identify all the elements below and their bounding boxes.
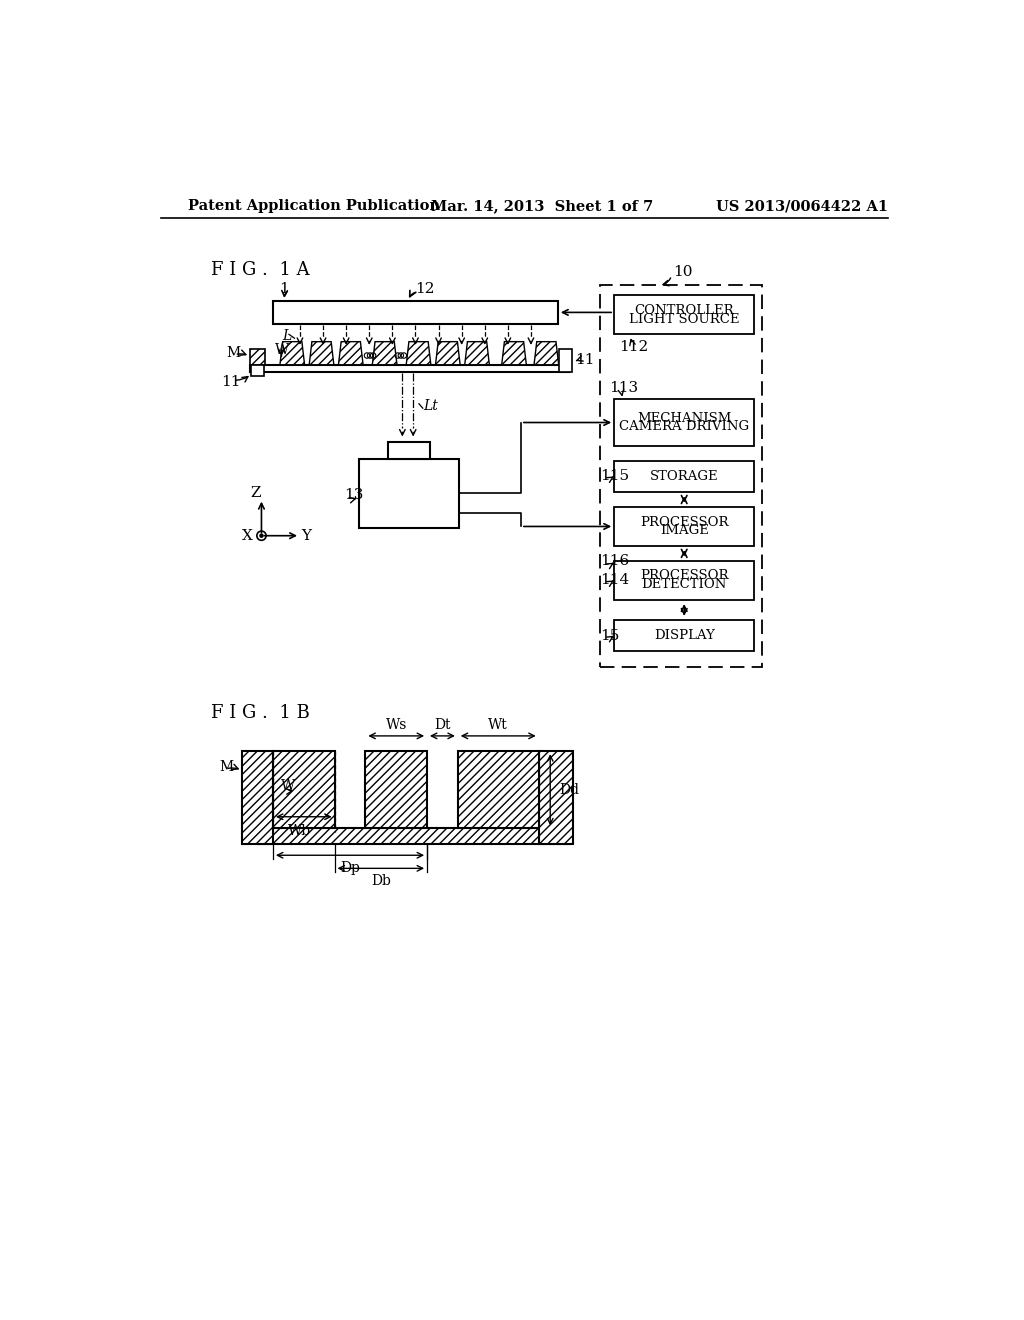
Bar — [250, 350, 265, 364]
Bar — [614, 296, 755, 334]
Text: MECHANISM: MECHANISM — [637, 412, 731, 425]
Text: 113: 113 — [609, 381, 639, 395]
Text: Z: Z — [250, 486, 260, 499]
Text: M: M — [226, 346, 241, 360]
Polygon shape — [502, 342, 526, 364]
Text: 10: 10 — [674, 265, 693, 280]
Bar — [258, 829, 569, 843]
Text: 114: 114 — [600, 573, 630, 587]
Text: M: M — [219, 760, 233, 774]
Polygon shape — [309, 342, 334, 364]
Text: L: L — [283, 329, 292, 342]
Polygon shape — [373, 342, 397, 364]
Polygon shape — [535, 342, 559, 364]
Circle shape — [260, 535, 263, 537]
Text: PROCESSOR: PROCESSOR — [640, 569, 728, 582]
Text: STORAGE: STORAGE — [650, 470, 719, 483]
Text: DISPLAY: DISPLAY — [653, 630, 715, 643]
Bar — [458, 751, 539, 829]
Bar — [614, 507, 755, 545]
Text: 13: 13 — [345, 488, 364, 502]
Bar — [388, 442, 430, 459]
Text: 11: 11 — [221, 375, 241, 388]
Bar — [250, 364, 569, 372]
Text: 1: 1 — [280, 282, 289, 296]
Bar — [614, 461, 755, 492]
Text: W: W — [281, 779, 295, 793]
Text: 12: 12 — [416, 282, 435, 296]
Text: Dp: Dp — [340, 861, 360, 875]
Text: Mar. 14, 2013  Sheet 1 of 7: Mar. 14, 2013 Sheet 1 of 7 — [431, 199, 653, 213]
Text: Wb: Wb — [289, 824, 311, 838]
Polygon shape — [407, 342, 431, 364]
Text: 115: 115 — [600, 470, 630, 483]
Text: Db: Db — [371, 874, 391, 887]
Text: Ws: Ws — [385, 718, 407, 733]
Text: CAMERA DRIVING: CAMERA DRIVING — [620, 421, 750, 433]
Text: Dd: Dd — [559, 783, 580, 797]
Bar — [243, 751, 273, 843]
Bar — [614, 561, 755, 599]
Polygon shape — [280, 342, 304, 364]
Text: X: X — [242, 529, 253, 543]
Text: Wt: Wt — [488, 718, 508, 733]
Bar — [359, 459, 460, 528]
Text: Y: Y — [301, 529, 311, 543]
Bar — [539, 751, 573, 843]
Bar — [600, 285, 762, 667]
Text: CONTROLLER: CONTROLLER — [635, 304, 734, 317]
Text: Dt: Dt — [434, 718, 451, 733]
Polygon shape — [339, 342, 364, 364]
Text: F I G .  1 B: F I G . 1 B — [211, 704, 310, 722]
Polygon shape — [435, 342, 460, 364]
Text: 116: 116 — [600, 554, 630, 568]
Bar — [366, 751, 427, 829]
Text: W: W — [275, 343, 290, 358]
Text: 11: 11 — [575, 354, 595, 367]
Text: DETECTION: DETECTION — [641, 578, 727, 591]
Text: 15: 15 — [600, 628, 620, 643]
Bar — [614, 400, 755, 446]
Text: F I G .  1 A: F I G . 1 A — [211, 261, 310, 279]
Text: 112: 112 — [620, 341, 649, 354]
Text: LIGHT SOURCE: LIGHT SOURCE — [629, 313, 739, 326]
Text: US 2013/0064422 A1: US 2013/0064422 A1 — [716, 199, 888, 213]
Text: IMAGE: IMAGE — [659, 524, 709, 537]
Text: Lt: Lt — [423, 400, 438, 413]
Bar — [273, 751, 335, 829]
Polygon shape — [465, 342, 489, 364]
Text: PROCESSOR: PROCESSOR — [640, 516, 728, 528]
Bar — [273, 301, 558, 323]
Bar — [614, 620, 755, 651]
Bar — [559, 350, 571, 372]
Text: Patent Application Publication: Patent Application Publication — [188, 199, 440, 213]
Bar — [252, 364, 264, 376]
